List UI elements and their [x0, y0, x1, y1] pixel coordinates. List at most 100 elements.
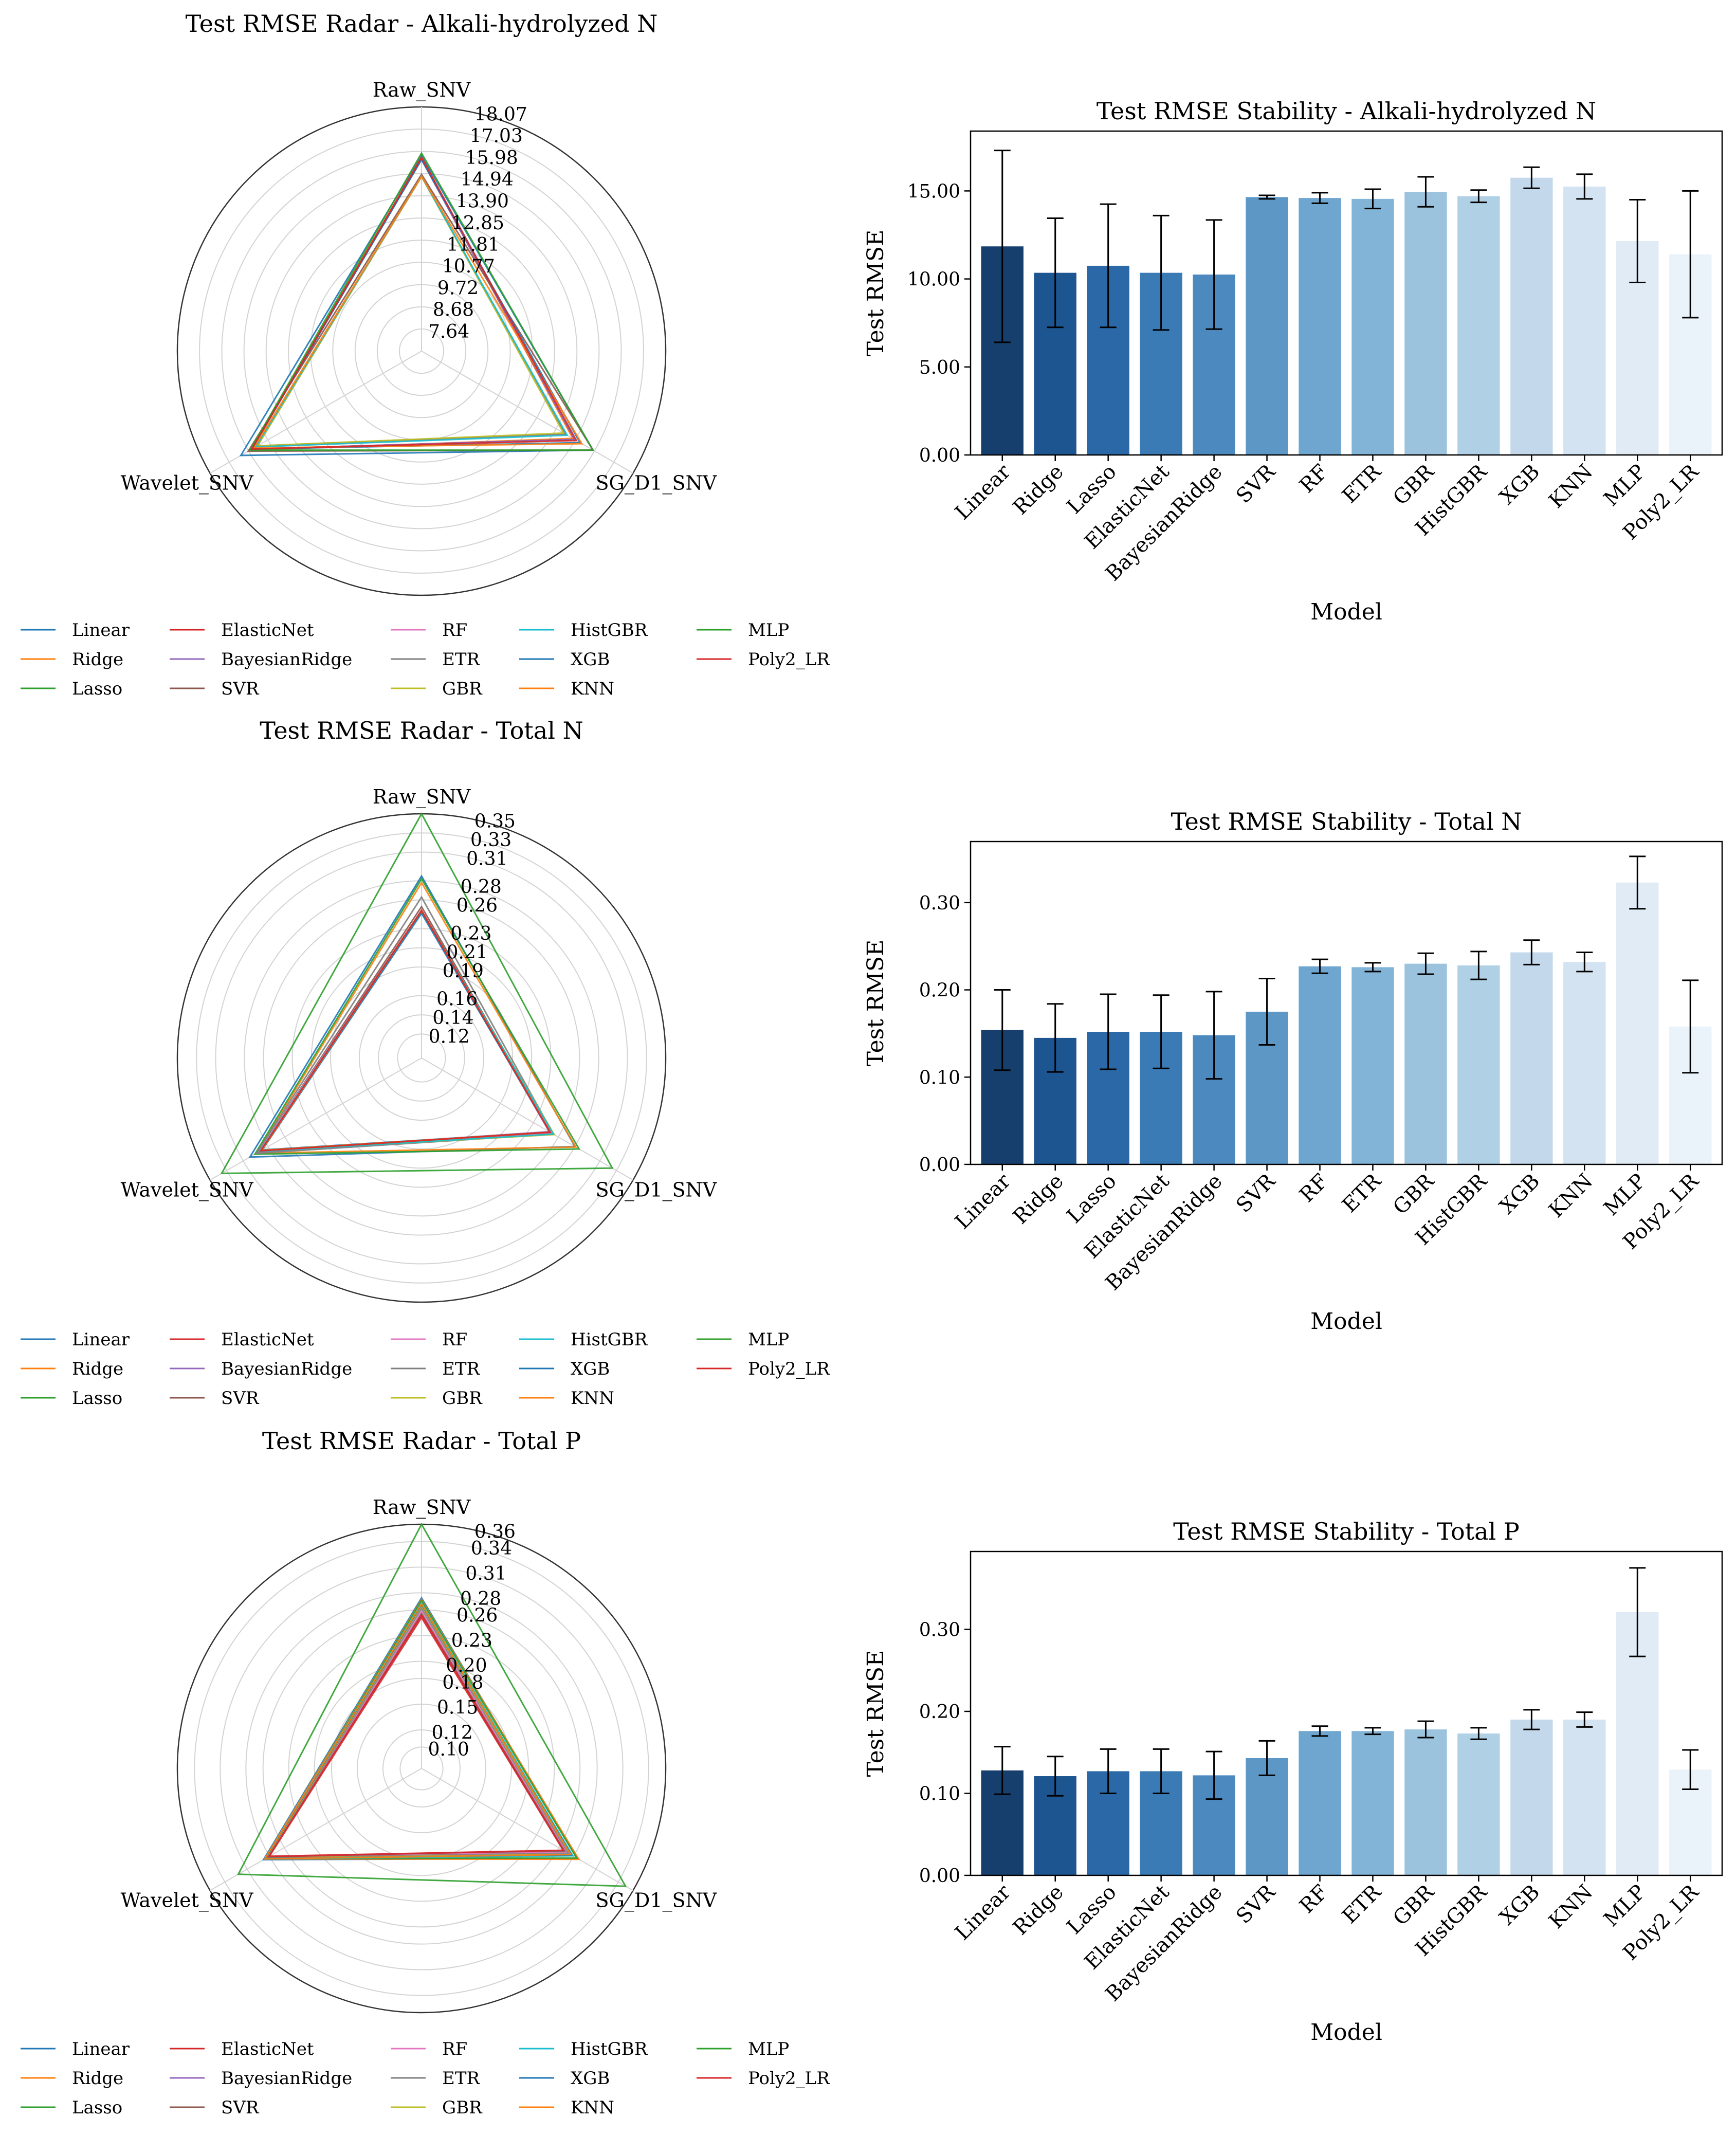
y-tick-label: 0.10	[919, 1067, 960, 1088]
legend-label: HistGBR	[571, 2039, 648, 2059]
x-axis-label: Model	[1310, 2019, 1382, 2046]
legend-label: Ridge	[72, 1359, 123, 1379]
y-axis-label: Test RMSE	[863, 230, 889, 357]
radar-axis-label: SG_D1_SNV	[595, 1179, 717, 1202]
bar-GBR	[1404, 1729, 1447, 1875]
legend-label: Lasso	[72, 679, 122, 699]
radar-spoke	[421, 351, 633, 474]
legend-label: ElasticNet	[221, 2039, 314, 2059]
legend-label: Linear	[72, 1329, 130, 1350]
bar-KNN	[1563, 962, 1606, 1164]
radar-tick-label: 18.07	[474, 104, 527, 125]
legend-label: MLP	[748, 2039, 789, 2059]
radar-series-KNN	[252, 175, 583, 449]
radar-axis-label: Raw_SNV	[373, 1496, 471, 1519]
radar-axis-label: Raw_SNV	[373, 786, 471, 809]
radar-series-Poly2_LR	[259, 909, 552, 1152]
radar-tick-label: 0.35	[474, 811, 516, 832]
legend-label: GBR	[442, 679, 483, 699]
legend-label: ElasticNet	[221, 620, 314, 641]
radar-chart: Test RMSE Radar - Total N 0.120.140.16 0.1…	[121, 717, 717, 1303]
radar-tick-label: 9.72	[437, 278, 479, 299]
legend-label: ETR	[442, 649, 480, 670]
bar-XGB	[1510, 1719, 1553, 1875]
legend-label: Linear	[72, 620, 130, 641]
legend-label: BayesianRidge	[221, 1359, 352, 1379]
legend-label: HistGBR	[571, 1329, 648, 1350]
radar-series-Poly2_LR	[267, 1613, 565, 1858]
legend-label: Poly2_LR	[748, 1359, 830, 1379]
radar-series-MLP	[220, 812, 614, 1175]
bar-GBR	[1404, 192, 1447, 455]
bar-HistGBR	[1457, 965, 1500, 1164]
radar-axis-label: Wavelet_SNV	[121, 1179, 254, 1202]
radar-tick-label: 0.28	[461, 877, 502, 898]
bar-SVR	[1246, 1758, 1288, 1875]
radar-tick-label: 0.34	[471, 1538, 512, 1559]
legend-label: GBR	[442, 2097, 483, 2118]
legend-label: XGB	[571, 2068, 610, 2089]
legend-label: Ridge	[72, 649, 123, 670]
radar-spoke	[421, 1768, 633, 1891]
radar-series-ETR	[255, 896, 555, 1154]
radar-axis-label: SG_D1_SNV	[595, 472, 717, 495]
y-tick-label: 0.30	[919, 1620, 960, 1641]
radar-tick-label: 0.31	[465, 1563, 506, 1584]
bar-GBR	[1404, 963, 1447, 1164]
legend-label: KNN	[571, 1388, 614, 1409]
radar-axis-label: Wavelet_SNV	[121, 472, 254, 495]
radar-spoke	[210, 1768, 422, 1891]
bar-XGB	[1510, 177, 1553, 455]
plot-frame	[970, 841, 1723, 1165]
legend-label: Poly2_LR	[748, 649, 830, 670]
radar-tick-label: 12.85	[451, 213, 504, 234]
radar-tick-label: 0.15	[437, 1697, 478, 1719]
radar-tick-label: 0.14	[432, 1008, 473, 1029]
bar-RF	[1299, 966, 1341, 1164]
radar-tick-label: 0.31	[466, 848, 507, 869]
legend: Linear Ridge Lasso ElasticNet BayesianRidge S…	[21, 1329, 830, 1409]
legend-label: ElasticNet	[221, 1329, 314, 1350]
y-axis-label: Test RMSE	[863, 940, 889, 1067]
legend: Linear Ridge Lasso ElasticNet BayesianRidge S…	[21, 620, 830, 699]
plot-frame	[970, 130, 1723, 456]
radar-spoke	[210, 1057, 422, 1181]
bar-ETR	[1351, 967, 1394, 1164]
bar-ETR	[1351, 198, 1394, 455]
radar-tick-label: 0.10	[428, 1739, 469, 1760]
radar-axis-label: SG_D1_SNV	[595, 1889, 717, 1912]
bar-chart: Test RMSE Stability - Alkali-hydrolyzed …	[863, 97, 1723, 625]
radar-axis-label: Wavelet_SNV	[121, 1889, 254, 1912]
radar-series-Lasso	[253, 877, 581, 1155]
radar-tick-label: 17.03	[470, 126, 523, 147]
legend-label: BayesianRidge	[221, 2068, 352, 2089]
legend-label: MLP	[748, 620, 789, 641]
radar-tick-label: 15.98	[465, 148, 518, 169]
radar-spoke	[421, 1057, 633, 1181]
figure-root: Test RMSE Radar - Alkali-hydrolyzed N 7.6…	[21, 10, 1723, 2118]
radar-tick-label: 0.23	[451, 1630, 492, 1651]
radar-tick-label: 0.16	[436, 989, 478, 1010]
y-tick-label: 15.00	[907, 181, 960, 202]
radar-tick-label: 0.33	[470, 830, 511, 851]
legend-label: SVR	[221, 1388, 260, 1409]
legend-label: MLP	[748, 1329, 789, 1350]
plot-frame	[970, 1550, 1723, 1876]
radar-tick-label: 0.26	[456, 1605, 498, 1626]
y-tick-label: 0.10	[919, 1784, 960, 1805]
bar-RF	[1299, 198, 1341, 455]
radar-tick-label: 0.36	[474, 1521, 516, 1542]
bar-HistGBR	[1457, 196, 1500, 455]
radar-tick-label: 10.77	[442, 256, 495, 277]
bar-ETR	[1351, 1731, 1394, 1875]
legend-label: KNN	[571, 2097, 614, 2118]
legend-label: BayesianRidge	[221, 649, 352, 670]
legend-label: XGB	[571, 1359, 610, 1379]
legend-label: RF	[442, 2039, 467, 2059]
bar-KNN	[1563, 1719, 1606, 1875]
radar-series-Poly2_LR	[250, 156, 578, 450]
y-tick-label: 0.20	[919, 1702, 960, 1723]
legend-label: Linear	[72, 2039, 130, 2059]
legend: Linear Ridge Lasso ElasticNet BayesianRidge S…	[21, 2039, 830, 2118]
x-axis-label: Model	[1310, 599, 1382, 625]
